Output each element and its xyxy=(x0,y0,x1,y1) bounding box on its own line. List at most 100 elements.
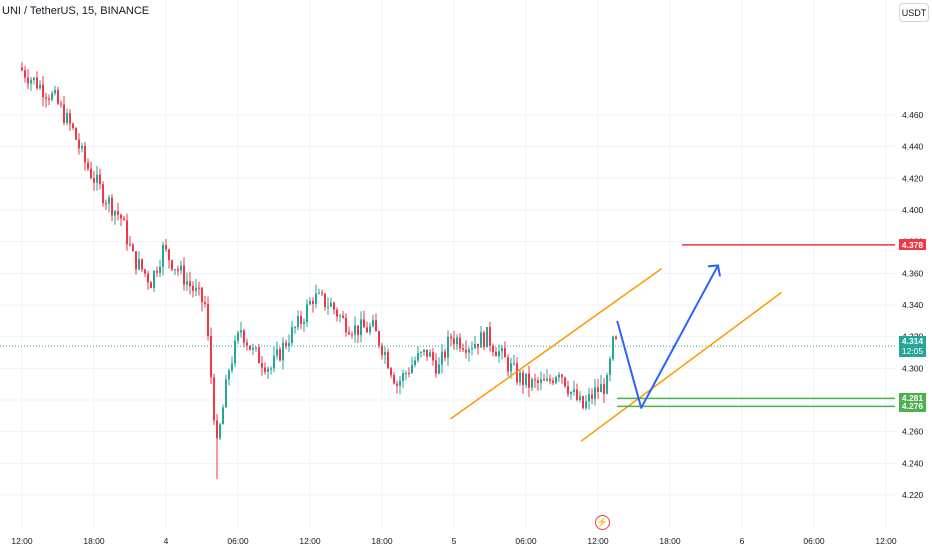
price-axis[interactable]: 4.2204.2404.2604.2804.3004.3204.3404.360… xyxy=(902,110,924,500)
candle xyxy=(399,376,401,395)
candle xyxy=(174,268,176,276)
candle xyxy=(465,340,467,359)
candle xyxy=(99,168,101,190)
time-tick-label: 12:00 xyxy=(587,536,609,546)
candle xyxy=(429,349,431,357)
candle xyxy=(60,100,62,108)
chart-grid xyxy=(0,0,895,530)
candle xyxy=(498,344,500,363)
candle xyxy=(402,369,404,388)
candle xyxy=(90,161,92,180)
candle xyxy=(81,142,83,153)
candle xyxy=(423,348,425,356)
candle xyxy=(531,377,533,391)
chart-drawings[interactable] xyxy=(0,244,895,442)
candle xyxy=(276,341,278,360)
candle xyxy=(105,199,107,211)
candle xyxy=(489,321,491,352)
candle xyxy=(114,210,116,225)
candle xyxy=(69,109,71,131)
candle xyxy=(240,321,242,338)
time-tick-label: 12:00 xyxy=(299,536,321,546)
candle xyxy=(27,69,29,90)
candle xyxy=(558,372,560,382)
candle xyxy=(579,391,581,403)
candle xyxy=(75,127,77,141)
candle xyxy=(168,248,170,269)
candle xyxy=(471,341,473,356)
candle xyxy=(414,356,416,368)
candle xyxy=(102,181,104,207)
candle xyxy=(372,314,374,328)
support-bottom-label: 4.276 xyxy=(899,400,926,412)
candle xyxy=(600,374,602,393)
candle xyxy=(525,373,527,388)
candle xyxy=(555,375,557,385)
candle xyxy=(150,280,152,289)
price-tick-label: 4.240 xyxy=(902,458,924,468)
candle xyxy=(606,372,608,395)
candle xyxy=(390,366,392,379)
candle xyxy=(57,86,59,106)
candle xyxy=(447,330,449,366)
candle xyxy=(495,347,497,357)
candle xyxy=(132,242,134,252)
lightning-bolt-icon[interactable]: ⚡ xyxy=(595,515,610,530)
candle xyxy=(84,141,86,171)
candle xyxy=(183,257,185,291)
time-tick-label: 6 xyxy=(740,536,745,546)
candle xyxy=(321,289,323,297)
candle xyxy=(546,369,548,382)
candle xyxy=(246,338,248,351)
candle xyxy=(387,348,389,369)
candle xyxy=(567,380,569,397)
candle xyxy=(297,310,299,331)
candle xyxy=(192,281,194,298)
bar-countdown: 12:05 xyxy=(901,346,924,357)
candle xyxy=(279,347,281,362)
candle xyxy=(585,395,587,411)
candle xyxy=(405,370,407,381)
current-price-label: 4.314 12:05 xyxy=(899,335,926,357)
currency-button[interactable]: USDT xyxy=(899,3,929,22)
candle xyxy=(540,371,542,391)
candle xyxy=(435,353,437,378)
candle xyxy=(153,270,155,292)
candle xyxy=(216,414,218,480)
candle xyxy=(195,278,197,296)
target-price-label: 4.378 xyxy=(899,239,926,251)
candle xyxy=(231,356,233,374)
candle xyxy=(528,365,530,398)
candle xyxy=(336,307,338,322)
candle xyxy=(306,299,308,328)
candle xyxy=(537,377,539,391)
candle xyxy=(186,272,188,291)
candle xyxy=(438,357,440,375)
candle xyxy=(243,328,245,348)
time-axis[interactable]: 12:00 18:00 4 06:00 12:00 18:00 5 06:00 12:00 18:… xyxy=(11,536,897,546)
candle xyxy=(381,343,383,360)
candle xyxy=(201,287,203,312)
candle xyxy=(324,293,326,311)
candle xyxy=(159,259,161,278)
projection-arrowhead xyxy=(707,264,721,277)
candle xyxy=(582,395,584,410)
candle xyxy=(66,108,68,126)
candle xyxy=(126,213,128,251)
candle xyxy=(51,90,53,102)
candle xyxy=(408,367,410,378)
candle xyxy=(522,369,524,394)
candle xyxy=(39,80,41,91)
candle xyxy=(573,380,575,396)
candle xyxy=(393,371,395,385)
candle xyxy=(33,76,35,85)
price-tick-label: 4.460 xyxy=(902,110,924,120)
candle xyxy=(609,356,611,382)
candle xyxy=(198,281,200,296)
candle xyxy=(348,326,350,336)
candle xyxy=(519,369,521,387)
candle xyxy=(312,297,314,313)
candle xyxy=(54,85,56,96)
candle xyxy=(543,373,545,382)
